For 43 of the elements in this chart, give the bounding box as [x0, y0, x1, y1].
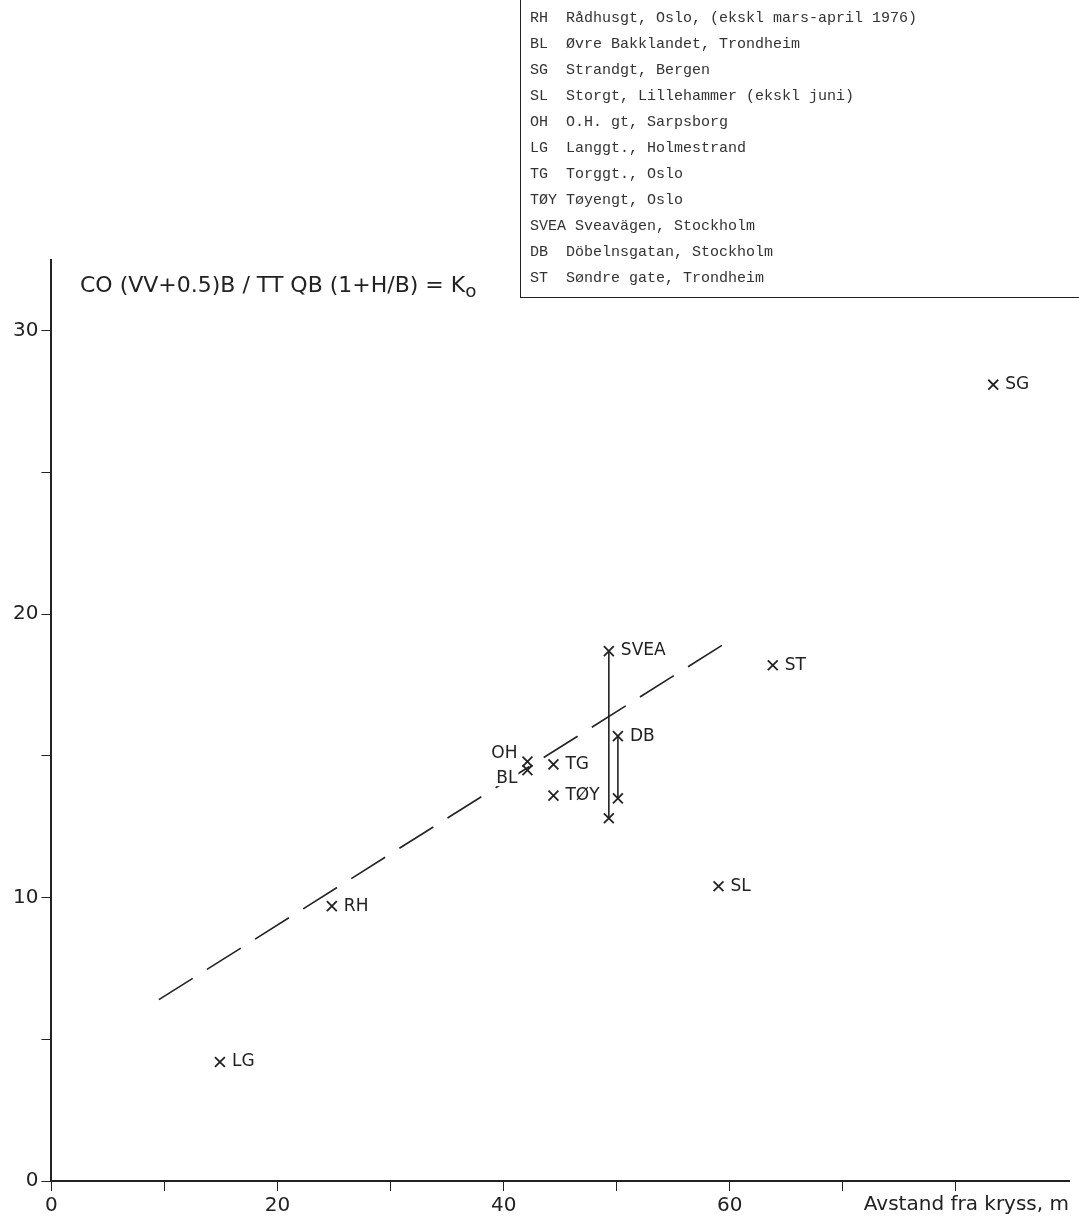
data-label: SVEA	[620, 639, 666, 660]
text: LG Langgt., Holmestrand	[530, 139, 748, 159]
text: RH Rådhusgt, Oslo, (ekskl mars-april 1976)	[530, 9, 919, 29]
y-tick-label: 20	[13, 600, 39, 625]
point	[712, 880, 725, 893]
data-label: RH	[343, 894, 369, 915]
x-tick-label: 20	[264, 1192, 291, 1217]
text: SG Strandgt, Bergen	[530, 61, 712, 81]
x-tick-label: 0	[45, 1192, 58, 1217]
point	[612, 730, 624, 742]
point	[547, 758, 560, 771]
y-axis-title: CO (VV+0.5)B / TT QB (1+H/B) = K$_{o}$	[80, 272, 477, 302]
point	[325, 900, 338, 912]
data-label: LG	[231, 1050, 255, 1071]
x-tick-label: 40	[490, 1192, 517, 1217]
data-label: OH	[491, 742, 518, 763]
text: OH O.H. gt, Sarpsborg	[530, 113, 730, 133]
annotation: DB Döbelnsgatan, Stockholm	[530, 243, 775, 263]
data-label: SL	[730, 874, 752, 895]
y-tick-label: 30	[13, 317, 39, 342]
text: BL Øvre Bakklandet, Trondheim	[530, 35, 802, 55]
point	[766, 659, 779, 672]
text: SL Storgt, Lillehammer (ekskl juni)	[530, 87, 856, 107]
data-label: TØY	[564, 784, 601, 805]
point	[214, 1056, 226, 1068]
point	[547, 789, 560, 802]
y-tick-label: 10	[13, 883, 39, 908]
data-label: TG	[564, 752, 589, 773]
point	[602, 645, 615, 657]
data-label: BL	[496, 766, 518, 787]
y-tick-label: 0	[25, 1167, 39, 1192]
data-label: SG	[1005, 373, 1030, 394]
point	[987, 378, 1000, 391]
x-axis-title: Avstand fra kryss, m	[863, 1191, 1069, 1216]
text: SVEA Sveavägen, Stockholm	[530, 217, 757, 237]
text: TG Torggt., Oslo	[530, 165, 685, 185]
text: TØY Tøyengt, Oslo	[530, 191, 685, 211]
point	[602, 812, 615, 825]
data-label: ST	[784, 653, 807, 674]
annotation: ST Søndre gate, Trondheim	[530, 269, 766, 289]
point	[612, 792, 624, 805]
data-label: DB	[629, 724, 655, 745]
x-tick-label: 60	[717, 1192, 743, 1217]
